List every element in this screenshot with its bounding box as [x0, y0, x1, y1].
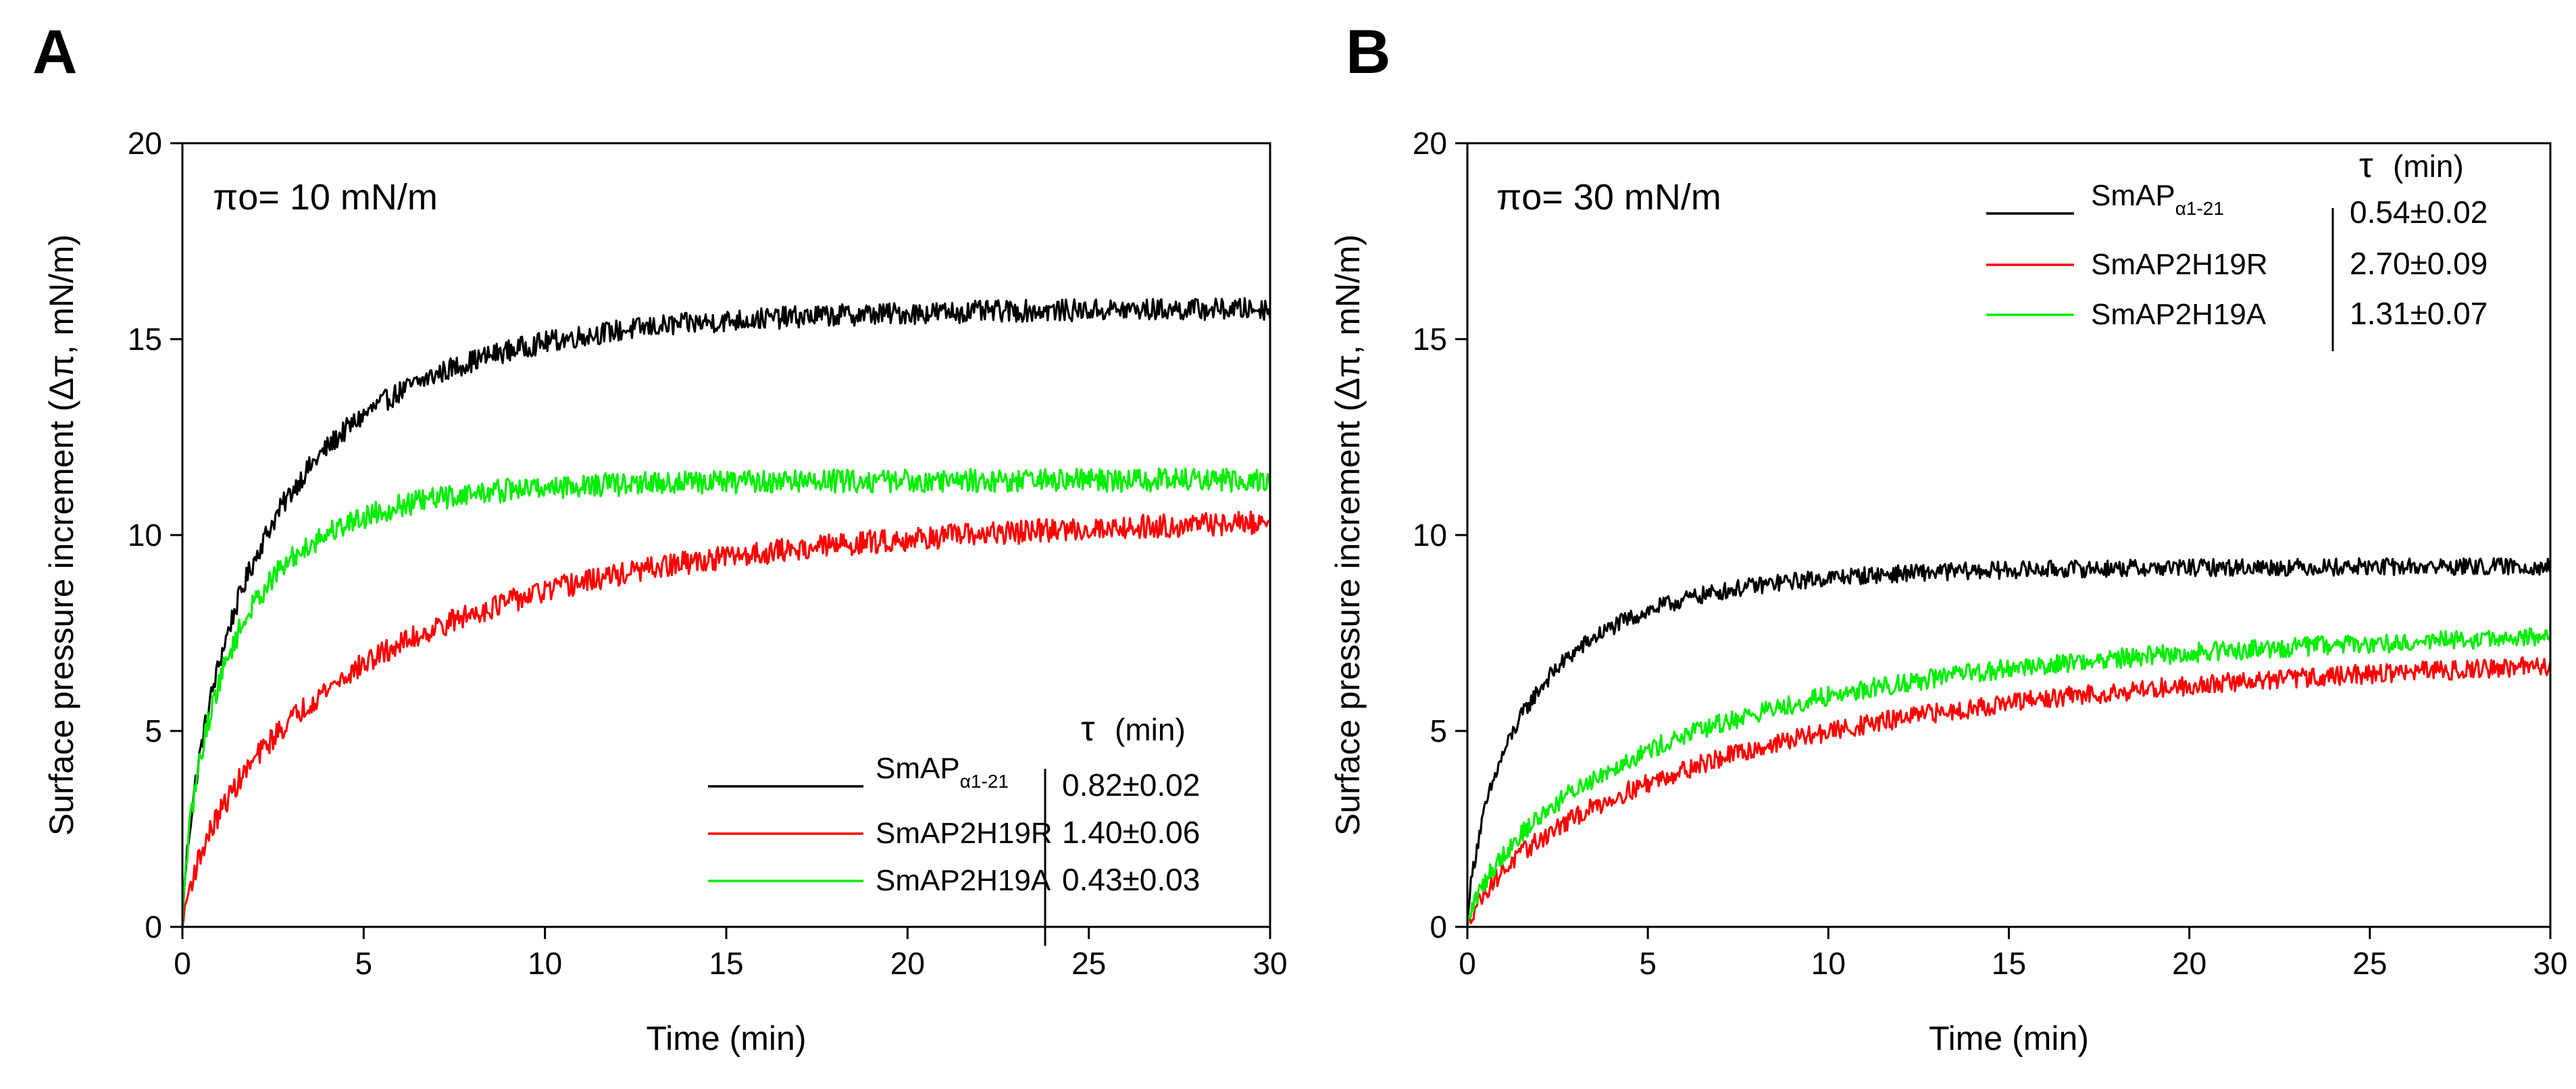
- tau-value: 0.82±0.02: [1062, 767, 1200, 803]
- x-tick-label: 0: [174, 946, 191, 981]
- legend: τ (min) SmAPα1-21 0.82±0.02 SmAP2H19R 1.40±0.…: [708, 709, 1200, 946]
- legend-label-main: SmAP: [876, 752, 960, 785]
- series-group: [1466, 557, 2552, 928]
- legend-label: SmAPα1-21: [2091, 179, 2224, 219]
- y-tick-label: 10: [1413, 517, 1447, 553]
- x-tick-label: 5: [1639, 946, 1657, 981]
- x-tick-label: 30: [1253, 946, 1287, 981]
- tau-header-symbol: τ: [2359, 146, 2373, 185]
- legend-label-main: SmAP2H19A: [2091, 298, 2267, 331]
- legend-entry: SmAPα1-21 0.82±0.02: [708, 752, 1200, 803]
- y-tick-label: 10: [128, 517, 162, 553]
- legend-entry: SmAPα1-21 0.54±0.02: [1986, 179, 2487, 230]
- legend-label-subscript: α1-21: [2175, 198, 2224, 219]
- tau-header-unit: (min): [2393, 149, 2464, 184]
- y-tick-label: 5: [145, 713, 162, 749]
- series-line-smap2h19r: [181, 510, 1271, 928]
- series-line-smap-121: [181, 297, 1271, 928]
- tau-value: 0.43±0.03: [1062, 862, 1200, 897]
- tau-value: 1.40±0.06: [1062, 815, 1200, 850]
- legend-entry: SmAP2H19R 1.40±0.06: [708, 815, 1200, 850]
- series-group: [181, 297, 1271, 928]
- tau-header-unit: (min): [1115, 712, 1186, 747]
- initial-pressure-annotation: πo= 30 mN/m: [1496, 177, 1721, 218]
- initial-pressure-annotation: πo= 10 mN/m: [213, 177, 438, 218]
- legend-label: SmAPα1-21: [876, 752, 1009, 792]
- legend-label: SmAP2H19A: [876, 864, 1051, 897]
- x-tick-label: 20: [890, 946, 925, 981]
- legend: τ (min) SmAPα1-21 0.54±0.02 SmAP2H19R 2.70±0.…: [1986, 146, 2487, 351]
- legend-entry: SmAP2H19A 0.43±0.03: [708, 862, 1200, 897]
- legend-label-main: SmAP2H19R: [2091, 248, 2268, 281]
- legend-label-main: SmAP: [2091, 179, 2175, 212]
- x-tick-label: 15: [1992, 946, 2026, 981]
- series-line-smap-121: [1466, 557, 2552, 928]
- y-tick-label: 5: [1430, 713, 1447, 749]
- x-tick-label: 10: [528, 946, 562, 981]
- y-tick-label: 20: [128, 126, 162, 161]
- x-tick-label: 25: [1071, 946, 1106, 981]
- y-axis-label: Surface pressure increment (Δπ, mN/m): [43, 234, 80, 836]
- tau-value: 1.31±0.07: [2350, 296, 2487, 331]
- x-tick-label: 0: [1459, 946, 1476, 981]
- legend-label: SmAP2H19R: [876, 817, 1053, 850]
- legend-label-main: SmAP2H19A: [876, 864, 1051, 897]
- x-axis-label: Time (min): [1929, 1019, 2089, 1057]
- y-tick-label: 15: [128, 322, 162, 357]
- x-tick-label: 25: [2352, 946, 2387, 981]
- x-axis-label: Time (min): [646, 1019, 806, 1057]
- tau-header-symbol: τ: [1081, 709, 1095, 749]
- y-tick-label: 0: [1430, 909, 1447, 944]
- legend-label: SmAP2H19A: [2091, 298, 2267, 331]
- x-tick-label: 15: [709, 946, 743, 981]
- legend-label-subscript: α1-21: [960, 771, 1009, 792]
- panel-a: A 0 5 10 15 20 25 30 0 5 10 15 20 Time (min) Surface p…: [32, 18, 1288, 1057]
- y-tick-label: 15: [1413, 322, 1447, 357]
- series-line-smap2h19a: [1466, 627, 2552, 928]
- tau-value: 2.70±0.09: [2350, 246, 2487, 281]
- x-tick-label: 5: [355, 946, 373, 981]
- legend-label-main: SmAP2H19R: [876, 817, 1053, 850]
- x-tick-label: 20: [2172, 946, 2206, 981]
- series-line-smap2h19r: [1466, 656, 2552, 928]
- panel-letter: B: [1346, 18, 1390, 86]
- series-line-smap2h19a: [181, 467, 1271, 928]
- y-axis-label: Surface pressure increment (Δπ, mN/m): [1329, 234, 1367, 836]
- panel-b: B 0 5 10 15 20 25 30 0 5 10 15 20 Time (min) Surface p…: [1329, 18, 2568, 1057]
- legend-label: SmAP2H19R: [2091, 248, 2268, 281]
- legend-entry: SmAP2H19R 2.70±0.09: [1986, 246, 2487, 281]
- x-tick-label: 30: [2533, 946, 2567, 981]
- tau-value: 0.54±0.02: [2350, 195, 2487, 230]
- panel-letter: A: [32, 18, 77, 86]
- legend-entry: SmAP2H19A 1.31±0.07: [1986, 296, 2487, 331]
- x-tick-label: 10: [1811, 946, 1846, 981]
- y-tick-label: 0: [145, 909, 162, 944]
- y-tick-label: 20: [1413, 126, 1447, 161]
